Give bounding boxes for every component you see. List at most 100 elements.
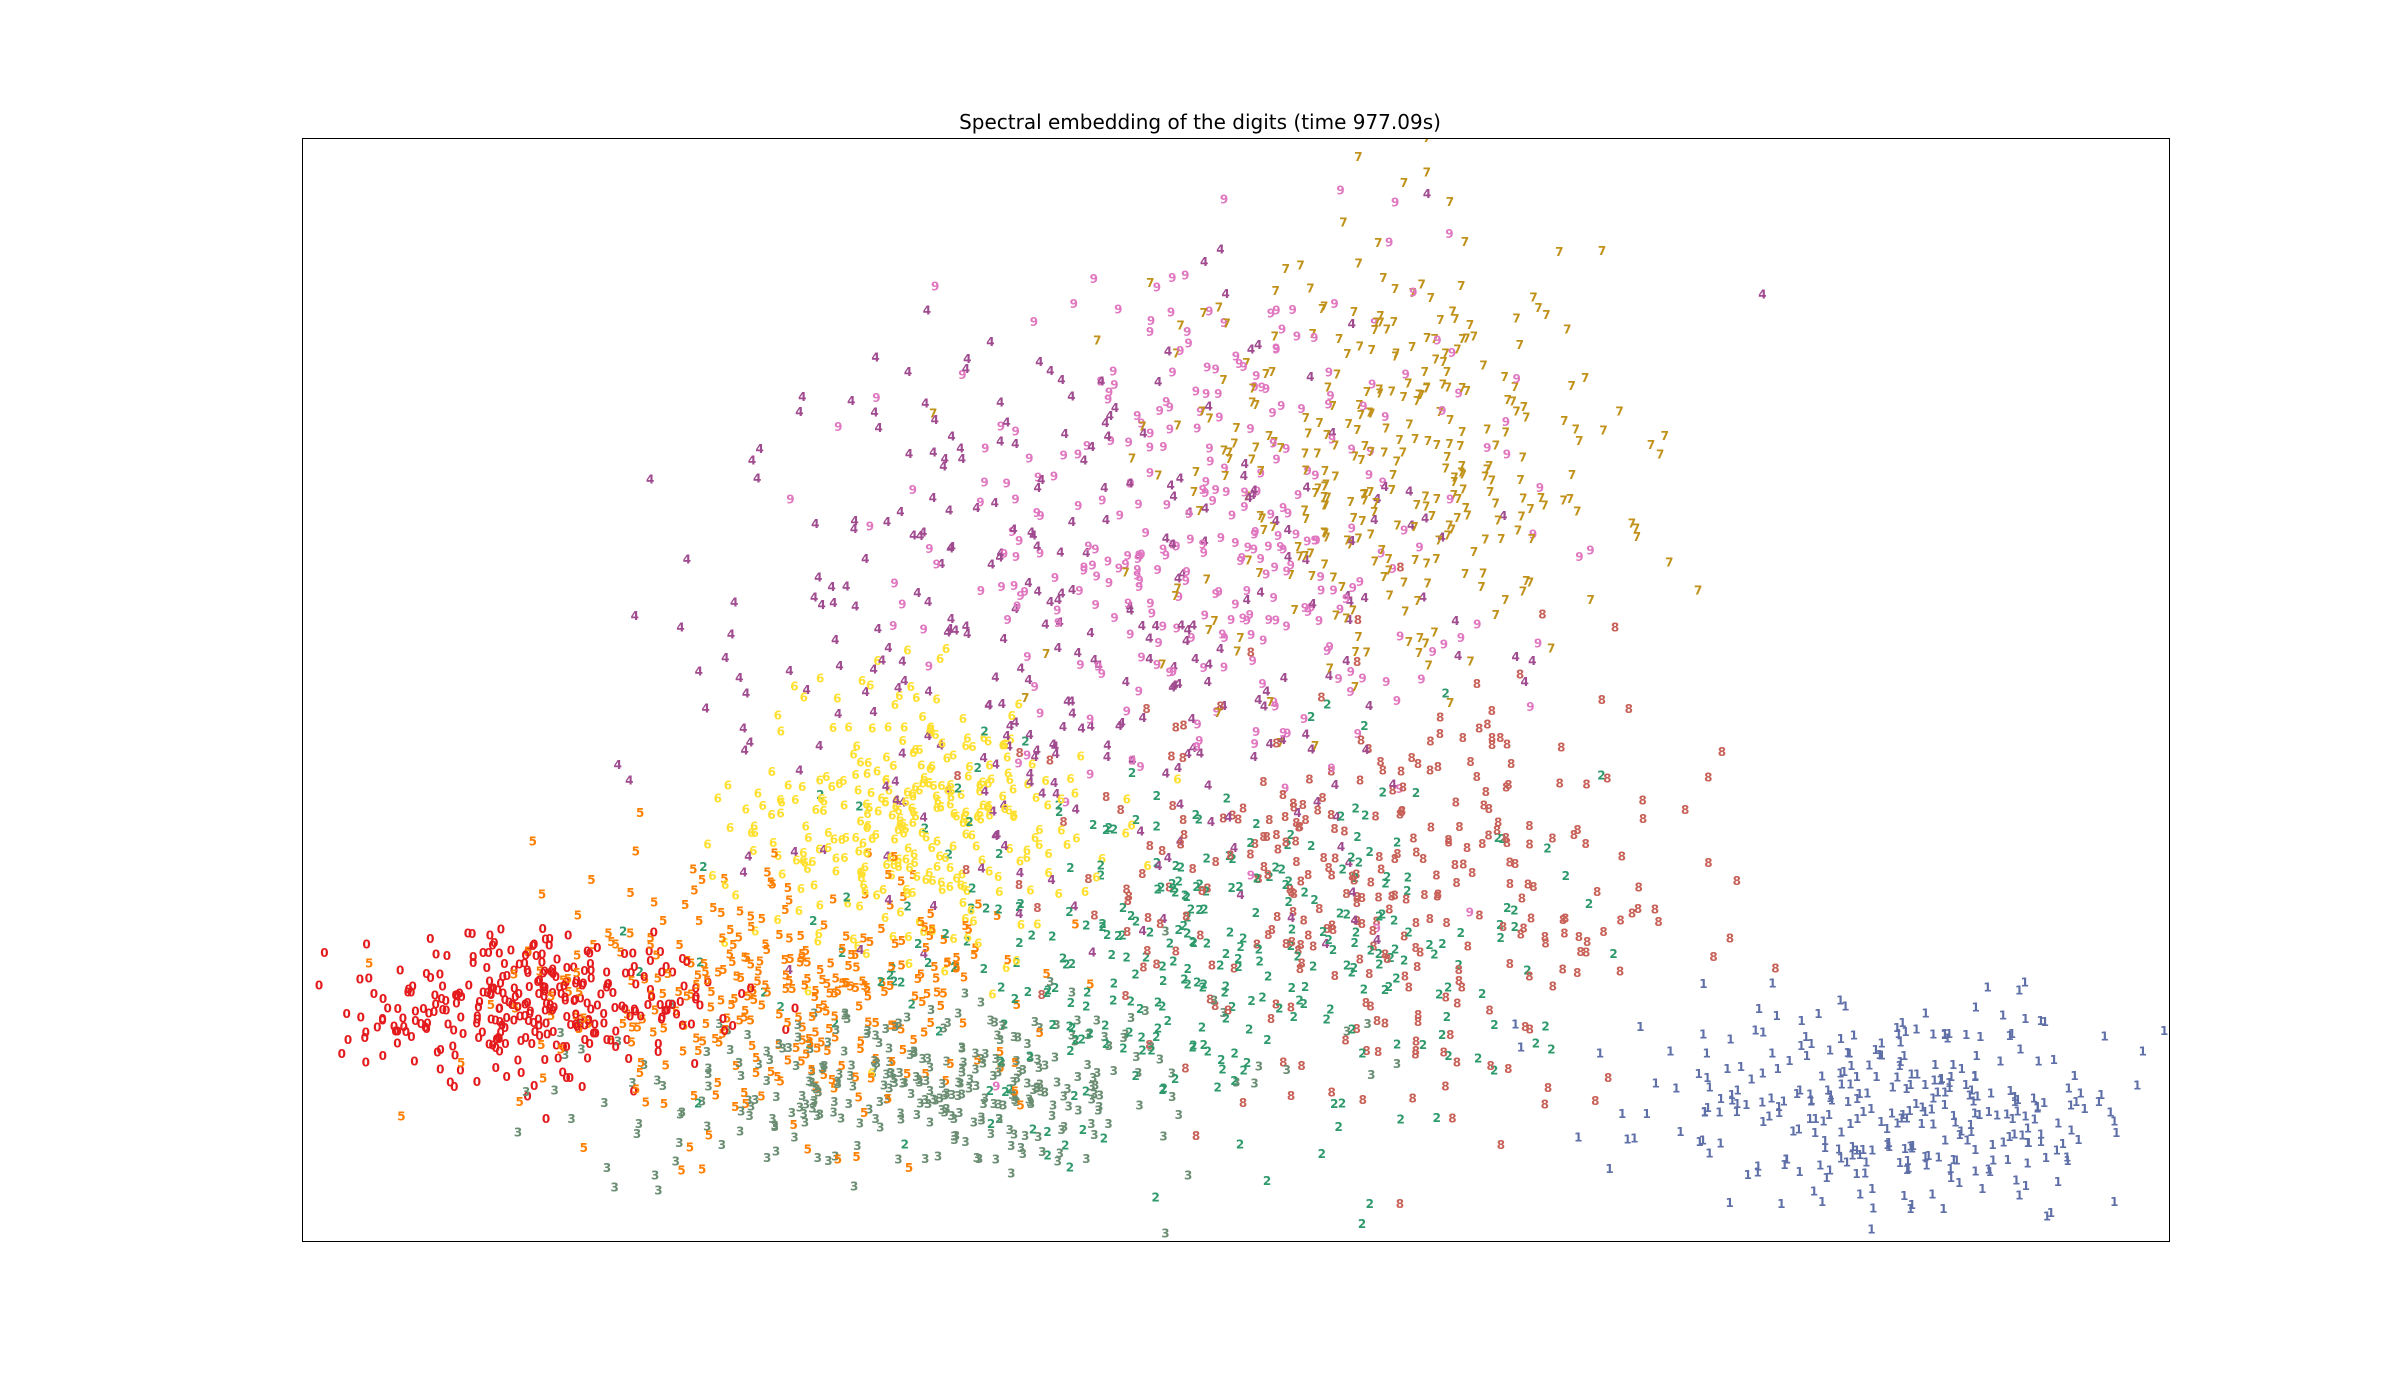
digit-point-7: 7: [1376, 309, 1384, 323]
digit-point-7: 7: [1306, 281, 1314, 295]
digit-point-2: 2: [1285, 875, 1293, 889]
digit-point-7: 7: [1430, 625, 1438, 639]
digit-point-0: 0: [534, 1012, 542, 1026]
digit-point-8: 8: [1179, 718, 1187, 732]
digit-point-7: 7: [1405, 635, 1413, 649]
digit-point-0: 0: [563, 1010, 571, 1024]
digit-point-2: 2: [1358, 1217, 1366, 1231]
digit-point-9: 9: [1146, 440, 1154, 454]
digit-point-9: 9: [1243, 584, 1251, 598]
digit-point-0: 0: [393, 1036, 401, 1050]
digit-point-6: 6: [1000, 737, 1008, 751]
digit-point-1: 1: [1758, 1067, 1766, 1081]
digit-point-4: 4: [1100, 481, 1108, 495]
digit-point-9: 9: [1105, 386, 1113, 400]
digit-point-8: 8: [1297, 1059, 1305, 1073]
digit-point-2: 2: [986, 1084, 994, 1098]
digit-point-4: 4: [798, 390, 806, 404]
digit-point-0: 0: [692, 990, 700, 1004]
digit-point-3: 3: [1255, 1060, 1263, 1074]
digit-point-7: 7: [1461, 235, 1469, 249]
digit-point-1: 1: [2050, 1053, 2058, 1067]
digit-point-7: 7: [1331, 470, 1339, 484]
digit-point-0: 0: [561, 990, 569, 1004]
digit-point-1: 1: [1929, 1092, 1937, 1106]
digit-point-7: 7: [1587, 593, 1595, 607]
digit-point-3: 3: [654, 1183, 662, 1197]
digit-point-2: 2: [1082, 918, 1090, 932]
digit-point-9: 9: [1146, 325, 1154, 339]
digit-point-6: 6: [714, 792, 722, 806]
digit-point-3: 3: [698, 1094, 706, 1108]
digit-point-1: 1: [1843, 1046, 1851, 1060]
digit-point-3: 3: [1088, 1092, 1096, 1106]
digit-point-1: 1: [1807, 1095, 1815, 1109]
digit-point-4: 4: [1309, 597, 1317, 611]
digit-point-1: 1: [1901, 1142, 1909, 1156]
digit-point-3: 3: [810, 1094, 818, 1108]
digit-point-6: 6: [927, 723, 935, 737]
digit-point-0: 0: [503, 1070, 511, 1084]
digit-point-2: 2: [1323, 697, 1331, 711]
digit-point-8: 8: [1502, 831, 1510, 845]
digit-point-0: 0: [586, 1037, 594, 1051]
digit-point-0: 0: [545, 1002, 553, 1016]
digit-point-0: 0: [496, 976, 504, 990]
digit-point-9: 9: [1445, 227, 1453, 241]
digit-point-9: 9: [1201, 486, 1209, 500]
digit-point-0: 0: [656, 998, 664, 1012]
digit-point-0: 0: [523, 964, 531, 978]
digit-point-1: 1: [1796, 1083, 1804, 1097]
digit-point-9: 9: [1094, 659, 1102, 673]
digit-point-6: 6: [731, 888, 739, 902]
digit-point-4: 4: [1103, 739, 1111, 753]
digit-point-6: 6: [984, 735, 992, 749]
digit-point-1: 1: [1930, 1073, 1938, 1087]
digit-point-0: 0: [559, 1040, 567, 1054]
digit-point-9: 9: [1080, 560, 1088, 574]
digit-point-4: 4: [1167, 478, 1175, 492]
digit-point-2: 2: [914, 937, 922, 951]
digit-point-4: 4: [1331, 778, 1339, 792]
digit-point-1: 1: [2041, 1015, 2049, 1029]
digit-point-4: 4: [1082, 546, 1090, 560]
digit-point-2: 2: [1059, 951, 1067, 965]
digit-point-1: 1: [1837, 1078, 1845, 1092]
digit-point-9: 9: [1128, 754, 1136, 768]
digit-point-4: 4: [1145, 652, 1153, 666]
digit-point-8: 8: [1506, 877, 1514, 891]
digit-point-1: 1: [1853, 1070, 1861, 1084]
digit-point-4: 4: [1068, 707, 1076, 721]
digit-point-8: 8: [1436, 710, 1444, 724]
digit-point-3: 3: [955, 1106, 963, 1120]
digit-point-1: 1: [1917, 1117, 1925, 1131]
digit-point-1: 1: [1841, 999, 1849, 1013]
digit-point-5: 5: [785, 894, 793, 908]
digit-point-4: 4: [993, 828, 1001, 842]
digit-point-9: 9: [1092, 569, 1100, 583]
digit-point-5: 5: [940, 933, 948, 947]
digit-point-4: 4: [1184, 623, 1192, 637]
digit-point-1: 1: [1728, 1088, 1736, 1102]
digit-point-3: 3: [926, 1115, 934, 1129]
digit-point-9: 9: [1203, 361, 1211, 375]
digit-point-3: 3: [906, 1048, 914, 1062]
digit-point-5: 5: [794, 1011, 802, 1025]
digit-point-7: 7: [1271, 284, 1279, 298]
digit-point-2: 2: [1214, 1080, 1222, 1094]
digit-point-1: 1: [1819, 1114, 1827, 1128]
digit-point-0: 0: [486, 987, 494, 1001]
digit-point-2: 2: [1125, 1026, 1133, 1040]
digit-point-0: 0: [550, 1001, 558, 1015]
digit-point-3: 3: [896, 1106, 904, 1120]
digit-point-4: 4: [739, 865, 747, 879]
digit-point-3: 3: [814, 1085, 822, 1099]
digit-point-5: 5: [933, 986, 941, 1000]
digit-point-3: 3: [736, 1124, 744, 1138]
digit-point-3: 3: [1010, 1128, 1018, 1142]
digit-point-6: 6: [801, 856, 809, 870]
digit-point-7: 7: [1526, 575, 1534, 589]
digit-point-6: 6: [830, 833, 838, 847]
digit-point-0: 0: [587, 1002, 595, 1016]
digit-point-6: 6: [949, 839, 957, 853]
